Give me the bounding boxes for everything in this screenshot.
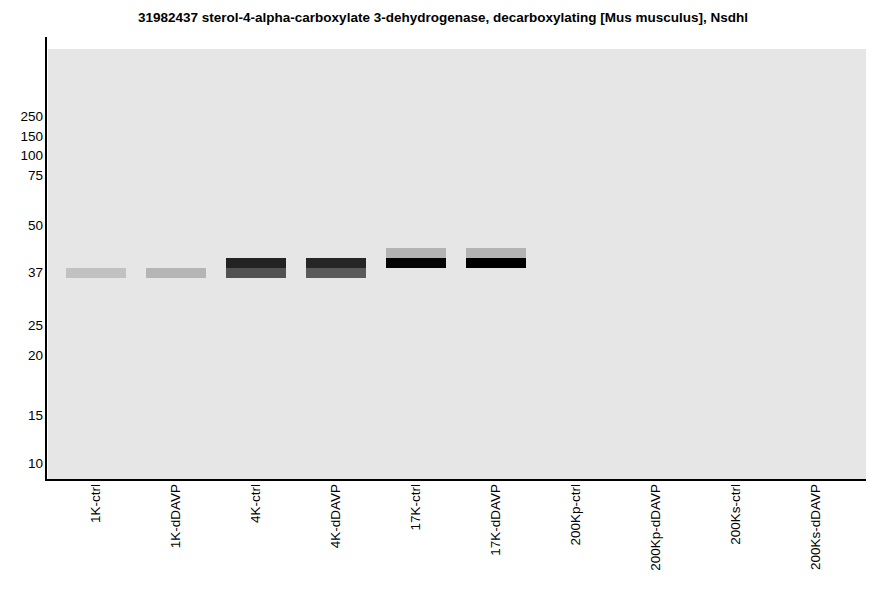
y-tick-label-250: 250 (0, 109, 43, 124)
y-tick-label-10: 10 (0, 456, 43, 471)
gel-band (306, 268, 366, 278)
y-tick-label-20: 20 (0, 348, 43, 363)
lane-label-17K-dDAVP: 17K-dDAVP (488, 484, 503, 556)
y-tick-label-37: 37 (0, 265, 43, 280)
plot-panel (48, 49, 866, 481)
lane-label-4K-dDAVP: 4K-dDAVP (328, 484, 343, 548)
figure-title: 31982437 sterol-4-alpha-carboxylate 3-de… (0, 10, 886, 25)
gel-band (466, 248, 526, 258)
y-axis-line (45, 37, 47, 481)
lane-label-4K-ctrl: 4K-ctrl (248, 484, 263, 523)
lane-label-1K-dDAVP: 1K-dDAVP (168, 484, 183, 548)
y-tick-label-50: 50 (0, 218, 43, 233)
lane-label-1K-ctrl: 1K-ctrl (88, 484, 103, 523)
gel-band (386, 258, 446, 268)
gel-band (226, 268, 286, 278)
lane-label-17K-ctrl: 17K-ctrl (408, 484, 423, 531)
gel-band (386, 248, 446, 258)
gel-band (146, 268, 206, 278)
y-tick-label-25: 25 (0, 318, 43, 333)
lane-label-200Ks-ctrl: 200Ks-ctrl (728, 484, 743, 545)
y-tick-label-75: 75 (0, 168, 43, 183)
lane-label-200Kp-dDAVP: 200Kp-dDAVP (648, 484, 663, 571)
x-axis-line (45, 479, 866, 481)
gel-band (306, 258, 366, 268)
gel-band (226, 258, 286, 268)
y-tick-label-15: 15 (0, 408, 43, 423)
western-blot-figure: 31982437 sterol-4-alpha-carboxylate 3-de… (0, 0, 886, 595)
lane-label-200Kp-ctrl: 200Kp-ctrl (568, 484, 583, 546)
y-tick-label-150: 150 (0, 129, 43, 144)
gel-band (66, 268, 126, 278)
gel-band (466, 258, 526, 268)
lane-label-200Ks-dDAVP: 200Ks-dDAVP (808, 484, 823, 570)
y-tick-label-100: 100 (0, 148, 43, 163)
